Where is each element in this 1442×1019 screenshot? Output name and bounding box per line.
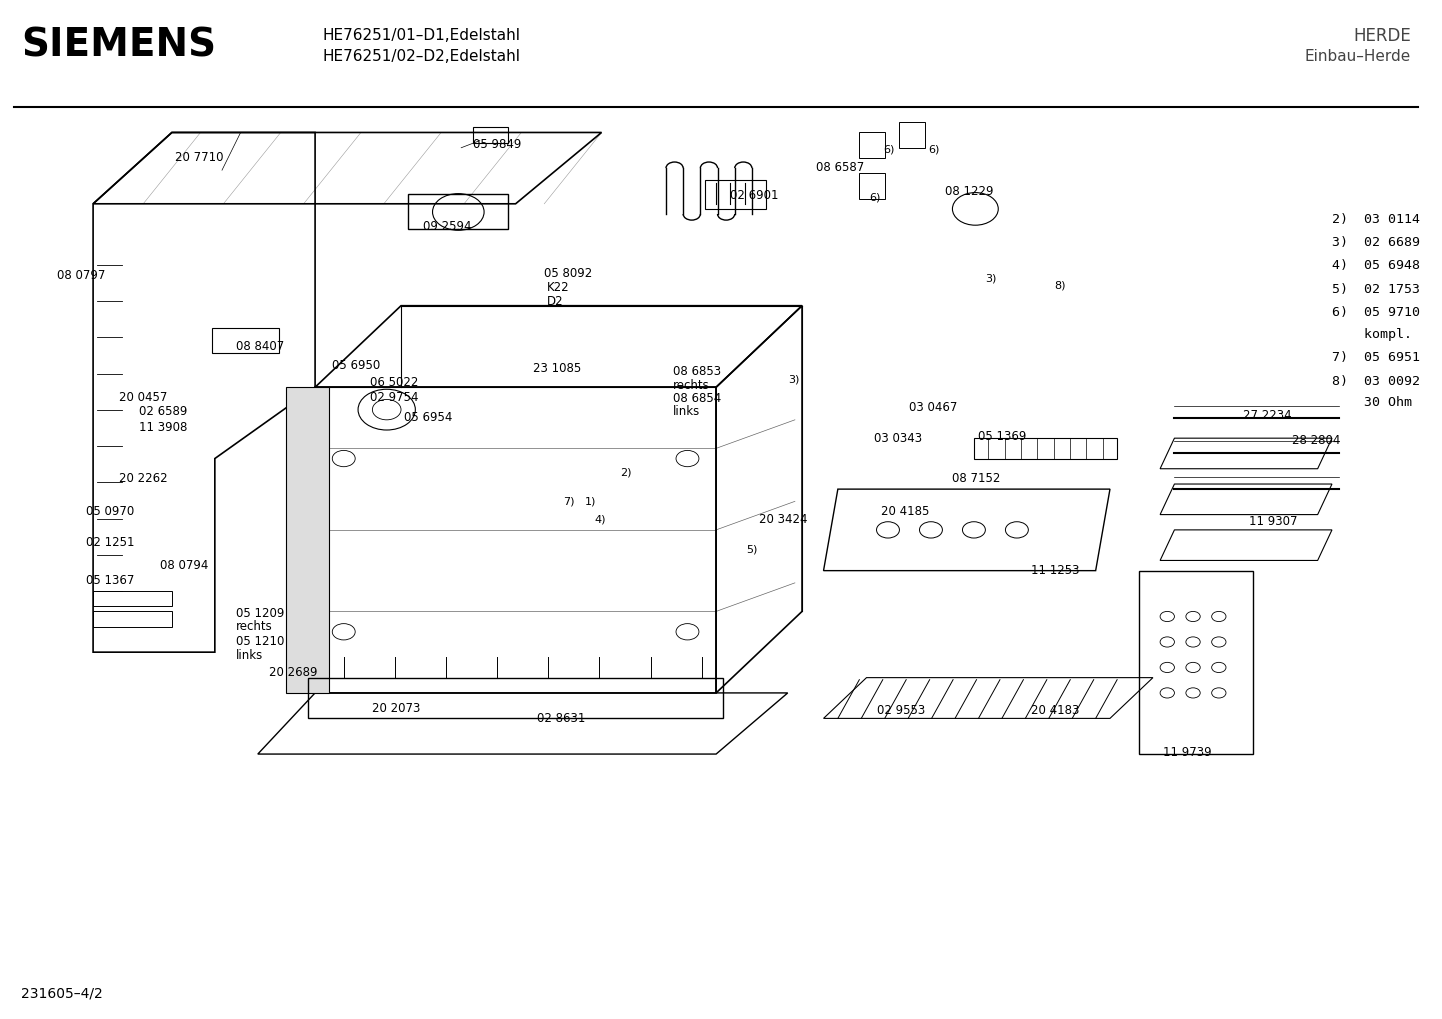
Text: 231605–4/2: 231605–4/2 xyxy=(22,986,104,1001)
Text: 02 6901: 02 6901 xyxy=(731,190,779,202)
Text: 6): 6) xyxy=(870,193,881,203)
Text: rechts: rechts xyxy=(673,379,709,391)
Text: 5): 5) xyxy=(746,544,757,554)
Text: 6)  05 9710: 6) 05 9710 xyxy=(1332,307,1420,319)
Text: 05 1367: 05 1367 xyxy=(87,575,134,587)
Text: 11 1253: 11 1253 xyxy=(1031,565,1080,577)
Text: 30 Ohm: 30 Ohm xyxy=(1332,396,1412,409)
Text: links: links xyxy=(673,406,701,418)
Text: 08 6854: 08 6854 xyxy=(673,392,721,405)
Text: 28 2804: 28 2804 xyxy=(1292,434,1340,446)
Text: 05 1210: 05 1210 xyxy=(236,636,284,648)
Text: 05 6954: 05 6954 xyxy=(404,412,453,424)
Text: D2: D2 xyxy=(547,296,564,308)
Text: 08 6853: 08 6853 xyxy=(673,366,721,378)
Text: 20 7710: 20 7710 xyxy=(174,152,224,164)
Text: 4): 4) xyxy=(594,515,606,525)
Text: 05 1369: 05 1369 xyxy=(978,430,1027,442)
Text: HE76251/01–D1,Edelstahl: HE76251/01–D1,Edelstahl xyxy=(322,29,521,43)
Text: 20 3424: 20 3424 xyxy=(758,514,808,526)
Text: 08 8407: 08 8407 xyxy=(236,340,284,353)
Text: 02 6589: 02 6589 xyxy=(138,406,187,418)
Text: 20 0457: 20 0457 xyxy=(118,391,167,404)
Text: 20 4185: 20 4185 xyxy=(881,505,929,518)
Text: HERDE: HERDE xyxy=(1353,26,1410,45)
Text: Einbau–Herde: Einbau–Herde xyxy=(1305,49,1410,63)
Text: 3): 3) xyxy=(985,273,996,283)
Text: 05 9849: 05 9849 xyxy=(473,139,521,151)
Text: 05 1209: 05 1209 xyxy=(236,607,284,620)
Text: 20 2262: 20 2262 xyxy=(118,473,167,485)
Text: 23 1085: 23 1085 xyxy=(532,363,581,375)
Text: HE76251/02–D2,Edelstahl: HE76251/02–D2,Edelstahl xyxy=(322,49,521,63)
Text: 11 9739: 11 9739 xyxy=(1162,746,1211,758)
Text: kompl.: kompl. xyxy=(1332,328,1412,340)
Text: 27 2234: 27 2234 xyxy=(1243,410,1292,422)
Text: 02 9553: 02 9553 xyxy=(877,704,924,716)
Polygon shape xyxy=(287,387,329,693)
Text: 8)  03 0092: 8) 03 0092 xyxy=(1332,375,1420,387)
Text: 08 0794: 08 0794 xyxy=(160,559,209,572)
Text: 08 6587: 08 6587 xyxy=(816,161,865,173)
Text: 6): 6) xyxy=(929,145,939,155)
Text: 02 1251: 02 1251 xyxy=(87,536,134,548)
Text: 08 0797: 08 0797 xyxy=(58,269,105,281)
Text: 4)  05 6948: 4) 05 6948 xyxy=(1332,260,1420,272)
Text: 20 2689: 20 2689 xyxy=(270,666,317,679)
Text: 05 6950: 05 6950 xyxy=(332,360,381,372)
Text: 06 5022: 06 5022 xyxy=(369,376,418,388)
Text: 05 8092: 05 8092 xyxy=(544,267,593,279)
Text: 03 0343: 03 0343 xyxy=(874,432,921,444)
Text: 20 4183: 20 4183 xyxy=(1031,704,1080,716)
Text: 6): 6) xyxy=(884,145,895,155)
Text: 11 3908: 11 3908 xyxy=(138,422,187,434)
Text: 8): 8) xyxy=(1054,280,1066,290)
Text: 7)  05 6951: 7) 05 6951 xyxy=(1332,352,1420,364)
Text: links: links xyxy=(236,649,264,661)
Text: 3): 3) xyxy=(787,374,799,384)
Text: 02 9754: 02 9754 xyxy=(369,391,418,404)
Text: 08 1229: 08 1229 xyxy=(946,185,994,198)
Text: 02 8631: 02 8631 xyxy=(536,712,585,725)
Text: 11 9307: 11 9307 xyxy=(1249,516,1298,528)
Text: 05 0970: 05 0970 xyxy=(87,505,134,518)
Text: 1): 1) xyxy=(584,496,596,506)
Text: rechts: rechts xyxy=(236,621,273,633)
Text: 09 2594: 09 2594 xyxy=(423,220,472,232)
Text: K22: K22 xyxy=(547,281,570,293)
Text: 2)  03 0114: 2) 03 0114 xyxy=(1332,213,1420,225)
Text: 03 0467: 03 0467 xyxy=(910,401,957,414)
Text: 20 2073: 20 2073 xyxy=(372,702,421,714)
Text: 5)  02 1753: 5) 02 1753 xyxy=(1332,283,1420,296)
Text: 7): 7) xyxy=(562,496,574,506)
Text: 08 7152: 08 7152 xyxy=(952,473,1001,485)
Text: 2): 2) xyxy=(620,468,632,478)
Text: SIEMENS: SIEMENS xyxy=(22,26,216,65)
Text: 3)  02 6689: 3) 02 6689 xyxy=(1332,236,1420,249)
